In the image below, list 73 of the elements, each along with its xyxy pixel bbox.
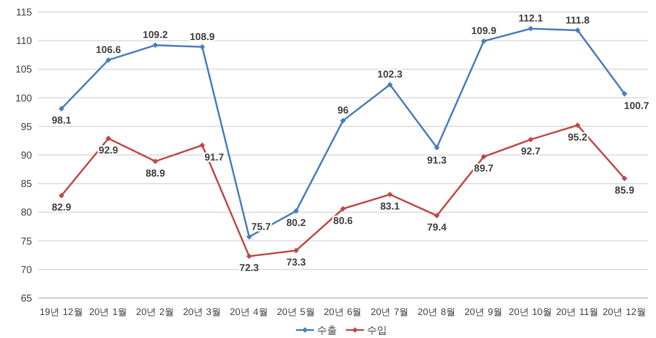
y-tick-label: 85 (20, 179, 32, 190)
data-label: 85.9 (614, 185, 635, 196)
data-label: 80.6 (333, 216, 354, 227)
x-tick-label: 19년 12월 (40, 307, 84, 318)
data-label: 82.9 (52, 202, 72, 214)
point (246, 234, 252, 240)
point (387, 192, 393, 198)
x-tick-label: 20년 10월 (508, 307, 553, 318)
data-label: 79.4 (427, 222, 448, 234)
y-tick-label: 105 (15, 64, 32, 76)
x-tick-label: 20년 9월 (464, 307, 504, 318)
point (293, 248, 299, 254)
point (434, 212, 440, 218)
point (387, 82, 393, 88)
x-tick-label: 20년 12월 (602, 307, 646, 318)
point (340, 206, 346, 212)
data-label: 111.8 (566, 15, 590, 26)
y-tick-label: 95 (20, 122, 32, 133)
data-label: 100.7 (624, 100, 650, 112)
data-label: 96 (337, 106, 349, 117)
legend-label: 수출 (317, 326, 337, 336)
data-label: 106.6 (96, 45, 122, 56)
x-tick-label: 20년 7월 (370, 307, 410, 318)
data-label: 92.9 (98, 145, 119, 156)
point (528, 26, 534, 32)
point (106, 136, 112, 142)
data-label: 91.3 (427, 156, 448, 167)
data-label: 73.3 (286, 258, 306, 269)
point (152, 158, 158, 164)
point (528, 136, 534, 142)
point (574, 122, 580, 128)
y-tick-label: 65 (20, 294, 32, 304)
y-tick-label: 110 (16, 36, 32, 48)
data-label: 83.1 (380, 201, 400, 212)
y-tick-label: 100 (15, 93, 32, 104)
y-tick-label: 115 (16, 8, 32, 18)
x-tick-label: 20년 6월 (324, 307, 362, 318)
point (106, 57, 112, 63)
y-tick-label: 75 (20, 236, 32, 248)
point (622, 176, 628, 182)
point (58, 106, 64, 112)
data-label: 112.1 (518, 14, 544, 25)
data-label: 95.2 (568, 132, 588, 144)
data-label: 109.2 (142, 30, 168, 42)
point (58, 192, 64, 198)
point (480, 154, 487, 160)
point (434, 144, 440, 150)
data-label: 98.1 (52, 116, 72, 127)
x-tick-label: 20년 4월 (230, 307, 268, 318)
legend-label: 수입 (367, 326, 387, 336)
x-tick-label: 20년 8월 (418, 307, 456, 318)
x-tick-label: 20년 1월 (89, 307, 128, 318)
data-label: 102.3 (377, 70, 403, 81)
x-tick-label: 20년 2월 (136, 307, 175, 318)
data-label: 92.7 (520, 146, 541, 158)
y-tick-label: 70 (20, 264, 32, 276)
x-tick-label: 20년 11월 (556, 307, 600, 318)
data-label: 80.2 (286, 218, 306, 230)
point (480, 38, 487, 44)
point (293, 208, 299, 214)
y-tick-label: 80 (20, 208, 32, 219)
data-label: 108.9 (190, 32, 216, 43)
point (246, 253, 252, 260)
data-label: 88.9 (146, 168, 166, 180)
x-tick-label: 20년 5월 (276, 307, 316, 318)
data-label: 109.9 (471, 26, 497, 38)
data-label: 89.7 (474, 164, 494, 175)
point (199, 142, 206, 148)
data-label: 72.3 (239, 263, 260, 274)
y-tick-label: 90 (20, 150, 32, 162)
point (340, 118, 346, 124)
x-tick-label: 20년 3월 (182, 307, 222, 318)
point (622, 90, 628, 97)
